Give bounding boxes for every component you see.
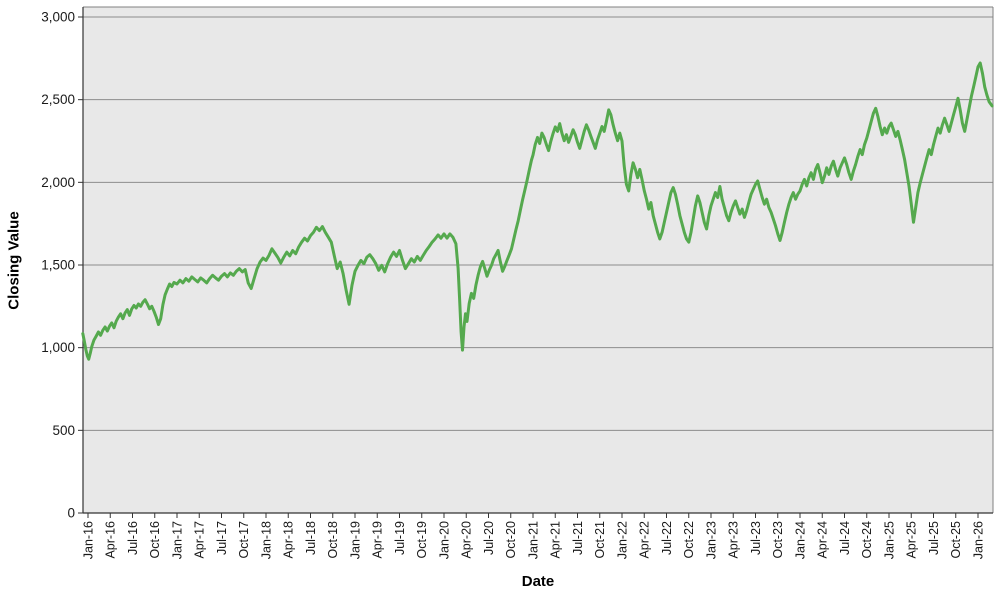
x-tick-label: Jan-24 bbox=[793, 521, 807, 559]
x-tick-label: Oct-20 bbox=[504, 521, 518, 559]
x-tick-label: Oct-24 bbox=[860, 521, 874, 559]
x-tick-label: Apr-20 bbox=[460, 521, 474, 559]
y-tick-label: 500 bbox=[52, 423, 75, 438]
x-tick-label: Apr-22 bbox=[638, 521, 652, 559]
x-tick-label: Apr-18 bbox=[282, 521, 296, 559]
x-tick-label: Jan-17 bbox=[170, 521, 184, 559]
x-tick-label: Jul-18 bbox=[304, 521, 318, 555]
x-tick-label: Apr-25 bbox=[905, 521, 919, 559]
x-tick-label: Jul-19 bbox=[393, 521, 407, 555]
x-tick-label: Oct-16 bbox=[148, 521, 162, 559]
x-tick-label: Oct-19 bbox=[415, 521, 429, 559]
x-tick-label: Oct-23 bbox=[771, 521, 785, 559]
x-tick-label: Jul-23 bbox=[749, 521, 763, 555]
plot-area bbox=[83, 7, 993, 513]
x-tick-label: Oct-17 bbox=[237, 521, 251, 559]
x-tick-label: Jul-17 bbox=[215, 521, 229, 555]
x-tick-label: Apr-16 bbox=[104, 521, 118, 559]
x-tick-label: Jul-21 bbox=[571, 521, 585, 555]
axis-ticks: 0 500 1,000 1,500 2,000 2,500 3,000 Jan-16 Apr-1… bbox=[41, 10, 985, 560]
x-tick-label: Jul-16 bbox=[126, 521, 140, 555]
x-tick-label: Jan-16 bbox=[81, 521, 95, 559]
x-tick-label: Apr-17 bbox=[193, 521, 207, 559]
x-tick-label: Jan-25 bbox=[882, 521, 896, 559]
y-tick-label: 1,000 bbox=[41, 340, 75, 355]
x-tick-label: Oct-22 bbox=[682, 521, 696, 559]
x-tick-label: Jul-24 bbox=[838, 521, 852, 555]
x-tick-label: Jul-20 bbox=[482, 521, 496, 555]
y-tick-label: 2,000 bbox=[41, 175, 75, 190]
x-tick-label: Apr-21 bbox=[549, 521, 563, 559]
plot-border bbox=[82, 6, 994, 514]
gridlines bbox=[83, 16, 993, 431]
x-tick-label: Apr-19 bbox=[371, 521, 385, 559]
x-tick-label: Oct-21 bbox=[593, 521, 607, 559]
x-tick-label: Jan-22 bbox=[615, 521, 629, 559]
data-series bbox=[81, 61, 994, 361]
x-tick-label: Oct-18 bbox=[326, 521, 340, 559]
x-tick-label: Oct-25 bbox=[949, 521, 963, 559]
x-tick-label: Jul-25 bbox=[927, 521, 941, 555]
x-axis-title: Date bbox=[521, 573, 555, 590]
y-tick-label: 0 bbox=[67, 506, 75, 521]
x-tick-label: Apr-24 bbox=[816, 521, 830, 559]
x-tick-label: Jan-18 bbox=[259, 521, 273, 559]
x-tick-label: Jan-26 bbox=[971, 521, 985, 559]
plot-background bbox=[83, 7, 993, 513]
x-tick-label: Jan-19 bbox=[348, 521, 362, 559]
y-tick-label: 2,500 bbox=[41, 92, 75, 107]
x-tick-label: Jul-22 bbox=[660, 521, 674, 555]
x-tick-label: Jan-20 bbox=[437, 521, 451, 559]
closing-value-line bbox=[81, 61, 994, 361]
x-tick-label: Jan-23 bbox=[704, 521, 718, 559]
y-tick-label: 1,500 bbox=[41, 258, 75, 273]
x-tick-label: Apr-23 bbox=[727, 521, 741, 559]
x-tick-label: Jan-21 bbox=[526, 521, 540, 559]
y-tick-label: 3,000 bbox=[41, 10, 75, 25]
y-axis-title: Closing Value bbox=[5, 211, 23, 310]
